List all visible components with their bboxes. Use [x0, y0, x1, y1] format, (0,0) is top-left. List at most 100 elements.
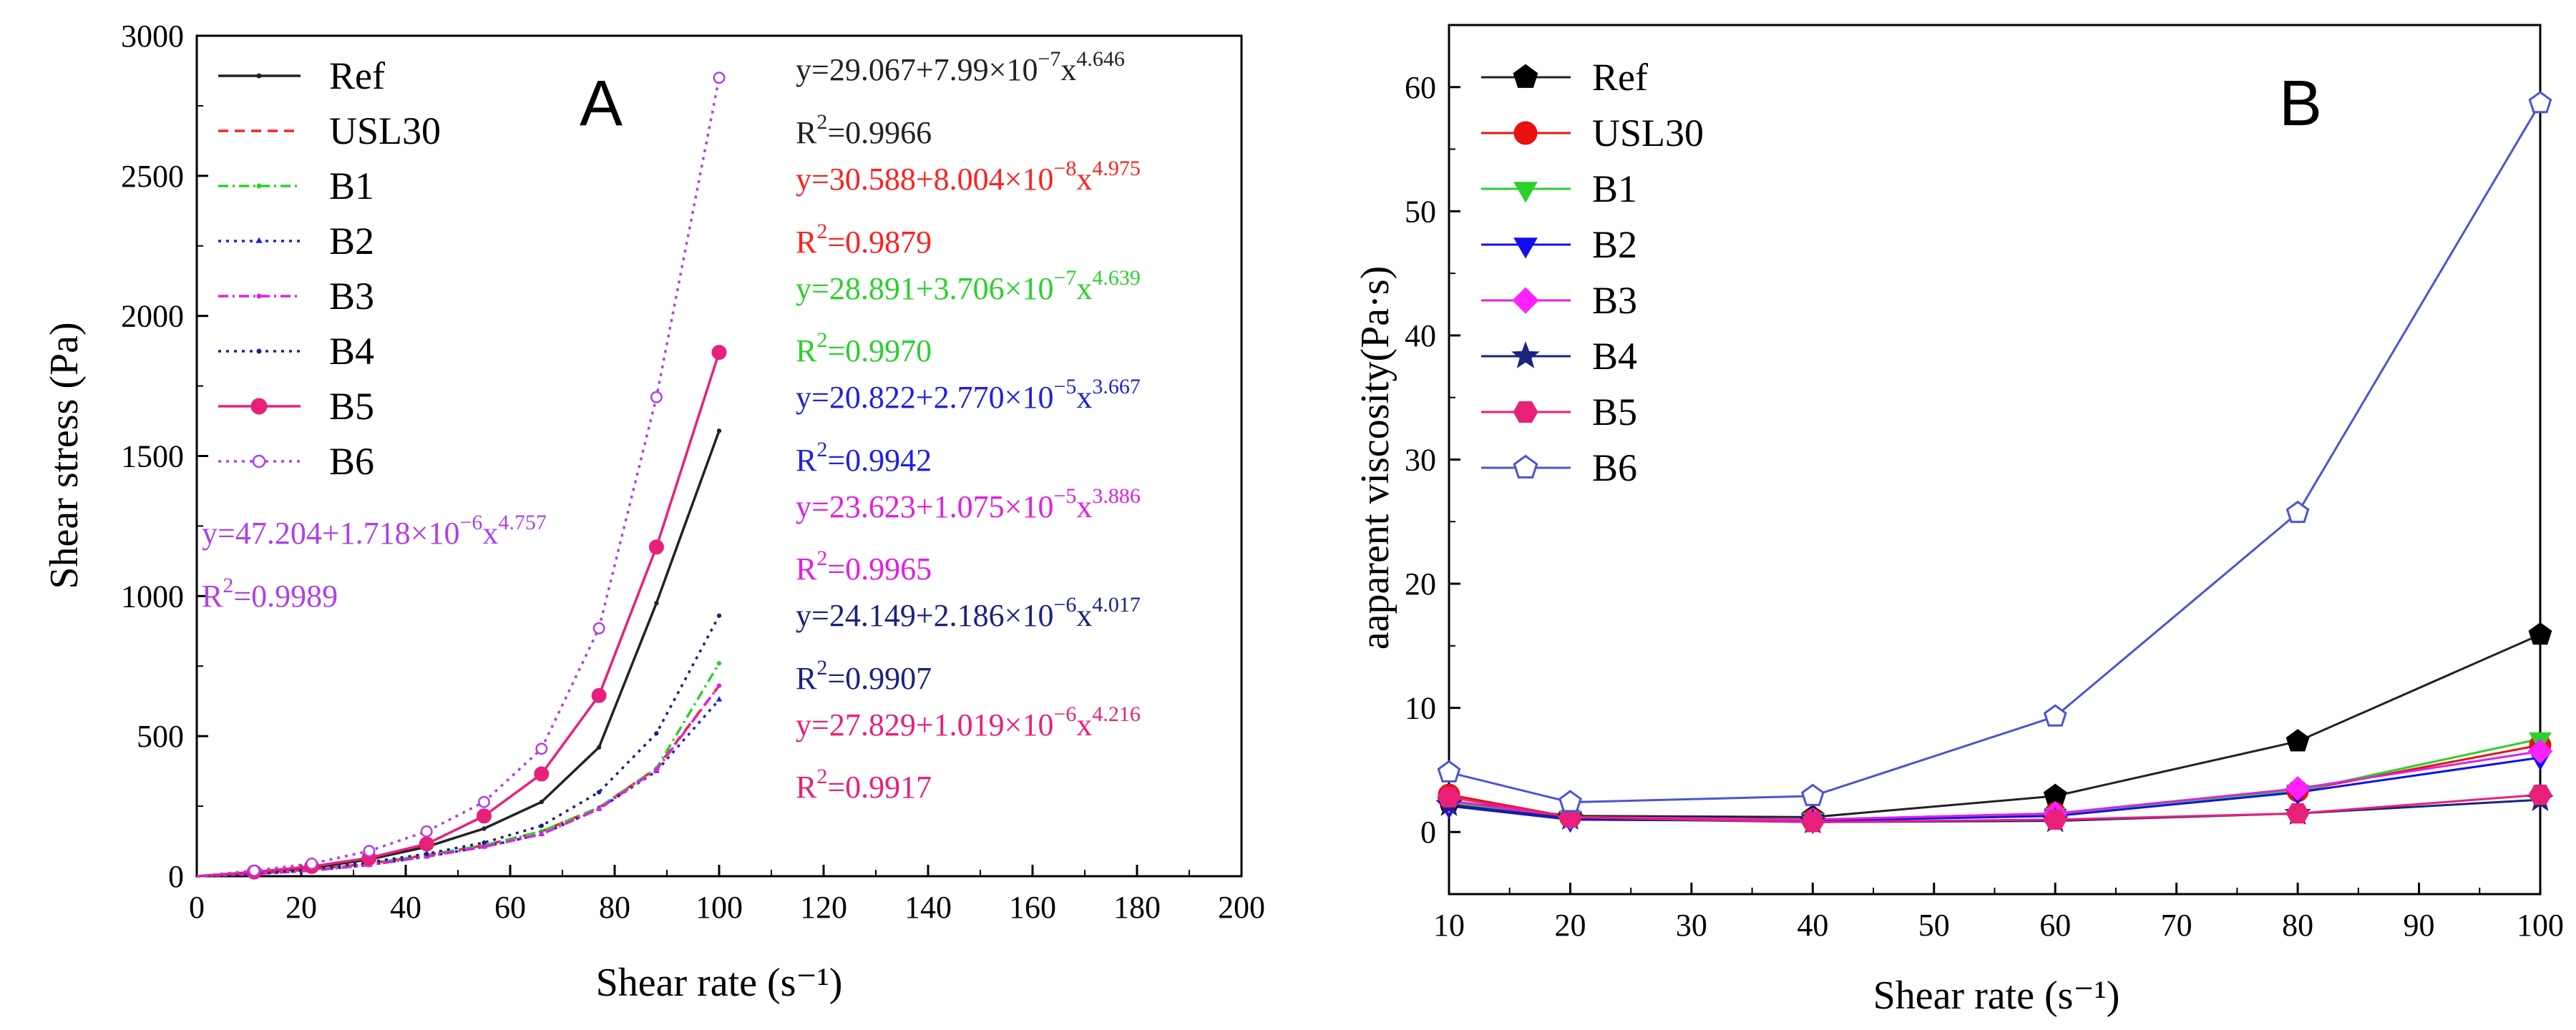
data-point-a-b4 — [596, 790, 602, 795]
legend-marker-a-b1 — [256, 183, 262, 189]
data-point-a-b6 — [306, 857, 318, 870]
data-point-a-ref — [716, 428, 722, 433]
legend-label-a-ref: Ref — [329, 54, 385, 97]
legend-b: Ref USL30 B1 B2 B3 B4 B5 B6 — [1481, 56, 1704, 489]
axis-ticks-b: 10 20 30 40 50 60 70 80 90 100 0 10 20 30 40 50 60 — [1405, 24, 2564, 943]
fit-annotation-a-ref-r2: R2=0.9966 — [796, 110, 932, 150]
data-point-b-b6 — [1558, 790, 1582, 813]
data-point-a-b6 — [420, 825, 433, 838]
data-point-a-b6 — [592, 622, 605, 634]
fit-annotation-a-b1-eq: y=28.891+3.706×10−7x4.639 — [796, 266, 1141, 306]
panel-label-b: B — [2279, 68, 2322, 139]
series-line-a-b6 — [196, 77, 721, 878]
series-line-a-b3 — [196, 685, 721, 878]
series-line-b-b2 — [1448, 756, 2541, 823]
y-tick-label-b: 20 — [1405, 566, 1436, 602]
fit-annotation-a-ref-eq: y=29.067+7.99×10−7x4.646 — [796, 47, 1125, 87]
data-point-a-b3 — [539, 832, 544, 837]
legend-label-a-b1: B1 — [329, 165, 374, 207]
x-tick-label-b: 50 — [1918, 908, 1950, 943]
data-point-b-b6 — [2043, 704, 2067, 727]
x-tick-label-b: 10 — [1433, 908, 1465, 943]
legend-marker-b-b3 — [1512, 287, 1539, 314]
legend-label-a-b5: B5 — [329, 385, 374, 428]
x-tick-label-a: 80 — [599, 890, 630, 925]
legend-marker-a-b4 — [256, 348, 262, 354]
legend-label-b-b4: B4 — [1592, 335, 1637, 378]
panel-label-a: A — [580, 68, 623, 139]
fit-annotation-a-b4-eq: y=24.149+2.186×10−6x4.017 — [796, 593, 1141, 633]
y-tick-label-a: 2500 — [121, 159, 184, 194]
legend-label-a-b4: B4 — [329, 330, 374, 373]
data-point-a-b4 — [424, 851, 429, 856]
data-point-b-b6 — [1800, 783, 1825, 806]
fit-annotation-a-b1-r2: R2=0.9970 — [796, 328, 932, 368]
data-point-a-ref — [482, 826, 487, 831]
data-point-a-b6 — [650, 391, 663, 403]
fit-annotation-a-b3-eq: y=23.623+1.075×10−5x3.886 — [796, 484, 1141, 524]
data-point-a-b5 — [419, 836, 434, 852]
fit-annotation-a-b6-r2: R2=0.9989 — [202, 574, 338, 614]
data-point-b-b3 — [2527, 738, 2553, 764]
fit-equations-a: y=29.067+7.99×10−7x4.646 R2=0.9966 y=30.58… — [202, 47, 1141, 805]
y-axis-label-b: aaparent viscosity(Pa·s) — [1353, 266, 1397, 649]
y-tick-label-b: 0 — [1420, 815, 1436, 850]
y-tick-label-a: 0 — [168, 859, 184, 894]
data-point-b-ref — [2285, 729, 2310, 752]
axis-ticks-a: 0 20 40 60 80 100 120 140 160 180 2000500100015002… — [121, 19, 1265, 925]
legend-label-b-b5: B5 — [1592, 391, 1637, 433]
x-tick-label-b: 100 — [2517, 908, 2564, 943]
series-line-a-b1 — [196, 662, 721, 878]
data-point-b-b5 — [2285, 803, 2310, 824]
x-axis-label-b: Shear rate (s⁻¹) — [1873, 973, 2120, 1018]
legend-marker-a-b5 — [250, 398, 268, 415]
chart-panel-a: 0 20 40 60 80 100 120 140 160 180 2000500100015002… — [42, 19, 1265, 1005]
legend-label-b-b1: B1 — [1592, 167, 1637, 210]
legend-marker-a-b6 — [252, 454, 266, 469]
legend-label-b-ref: Ref — [1592, 56, 1648, 99]
y-tick-label-a: 2000 — [121, 299, 184, 334]
series-line-a-b4 — [196, 614, 721, 878]
legend-marker-b-b4 — [1511, 341, 1540, 368]
x-tick-label-a: 40 — [390, 890, 421, 925]
series-lines-a — [196, 72, 727, 880]
fit-annotation-a-b6-eq: y=47.204+1.718×10−6x4.757 — [202, 511, 547, 551]
series-lines-b — [1435, 91, 2554, 834]
data-point-a-ref — [539, 800, 544, 805]
fit-annotation-a-b2-r2: R2=0.9942 — [796, 438, 932, 478]
y-tick-label-b: 50 — [1405, 194, 1436, 229]
x-axis-label-a: Shear rate (s⁻¹) — [596, 961, 843, 1005]
x-tick-label-b: 60 — [2039, 908, 2071, 943]
legend-marker-b-b1 — [1513, 182, 1538, 203]
data-point-a-b6 — [535, 742, 548, 755]
series-line-b-ref — [1448, 633, 2541, 818]
series-line-b-b6 — [1448, 102, 2542, 804]
data-point-b-b5 — [2043, 809, 2067, 830]
x-tick-label-b: 40 — [1797, 908, 1828, 943]
legend-label-b-b3: B3 — [1592, 279, 1637, 322]
data-point-b-ref — [2528, 622, 2552, 645]
legend-a: Ref USL30 B1 B2 B3 B4 B5 B6 — [218, 54, 441, 483]
x-tick-label-a: 0 — [189, 890, 205, 925]
data-point-a-b4 — [654, 731, 659, 736]
data-point-a-b5 — [648, 539, 664, 555]
data-point-a-b3 — [596, 806, 602, 812]
data-point-a-b3 — [716, 683, 722, 688]
y-tick-label-a: 1000 — [121, 579, 184, 614]
legend-label-b-usl30: USL30 — [1592, 112, 1704, 154]
fit-annotation-a-b2-eq: y=20.822+2.770×10−5x3.667 — [796, 375, 1141, 415]
x-tick-label-a: 160 — [1009, 890, 1056, 925]
x-tick-label-a: 100 — [696, 890, 743, 925]
legend-label-b-b6: B6 — [1592, 446, 1637, 489]
x-tick-label-b: 80 — [2282, 908, 2313, 943]
y-tick-label-a: 3000 — [121, 19, 184, 54]
data-point-a-b3 — [654, 767, 659, 772]
legend-marker-b-ref — [1513, 64, 1538, 88]
y-tick-label-b: 60 — [1405, 70, 1436, 105]
legend-marker-b-b5 — [1513, 401, 1538, 423]
data-point-b-b6 — [2528, 91, 2552, 114]
data-point-a-b4 — [539, 823, 544, 828]
chart-panel-b: 10 20 30 40 50 60 70 80 90 100 0 10 20 30 40 50 60 Ref US… — [1353, 24, 2564, 1018]
data-point-a-b5 — [534, 766, 550, 782]
legend-marker-b-b2 — [1513, 237, 1538, 259]
